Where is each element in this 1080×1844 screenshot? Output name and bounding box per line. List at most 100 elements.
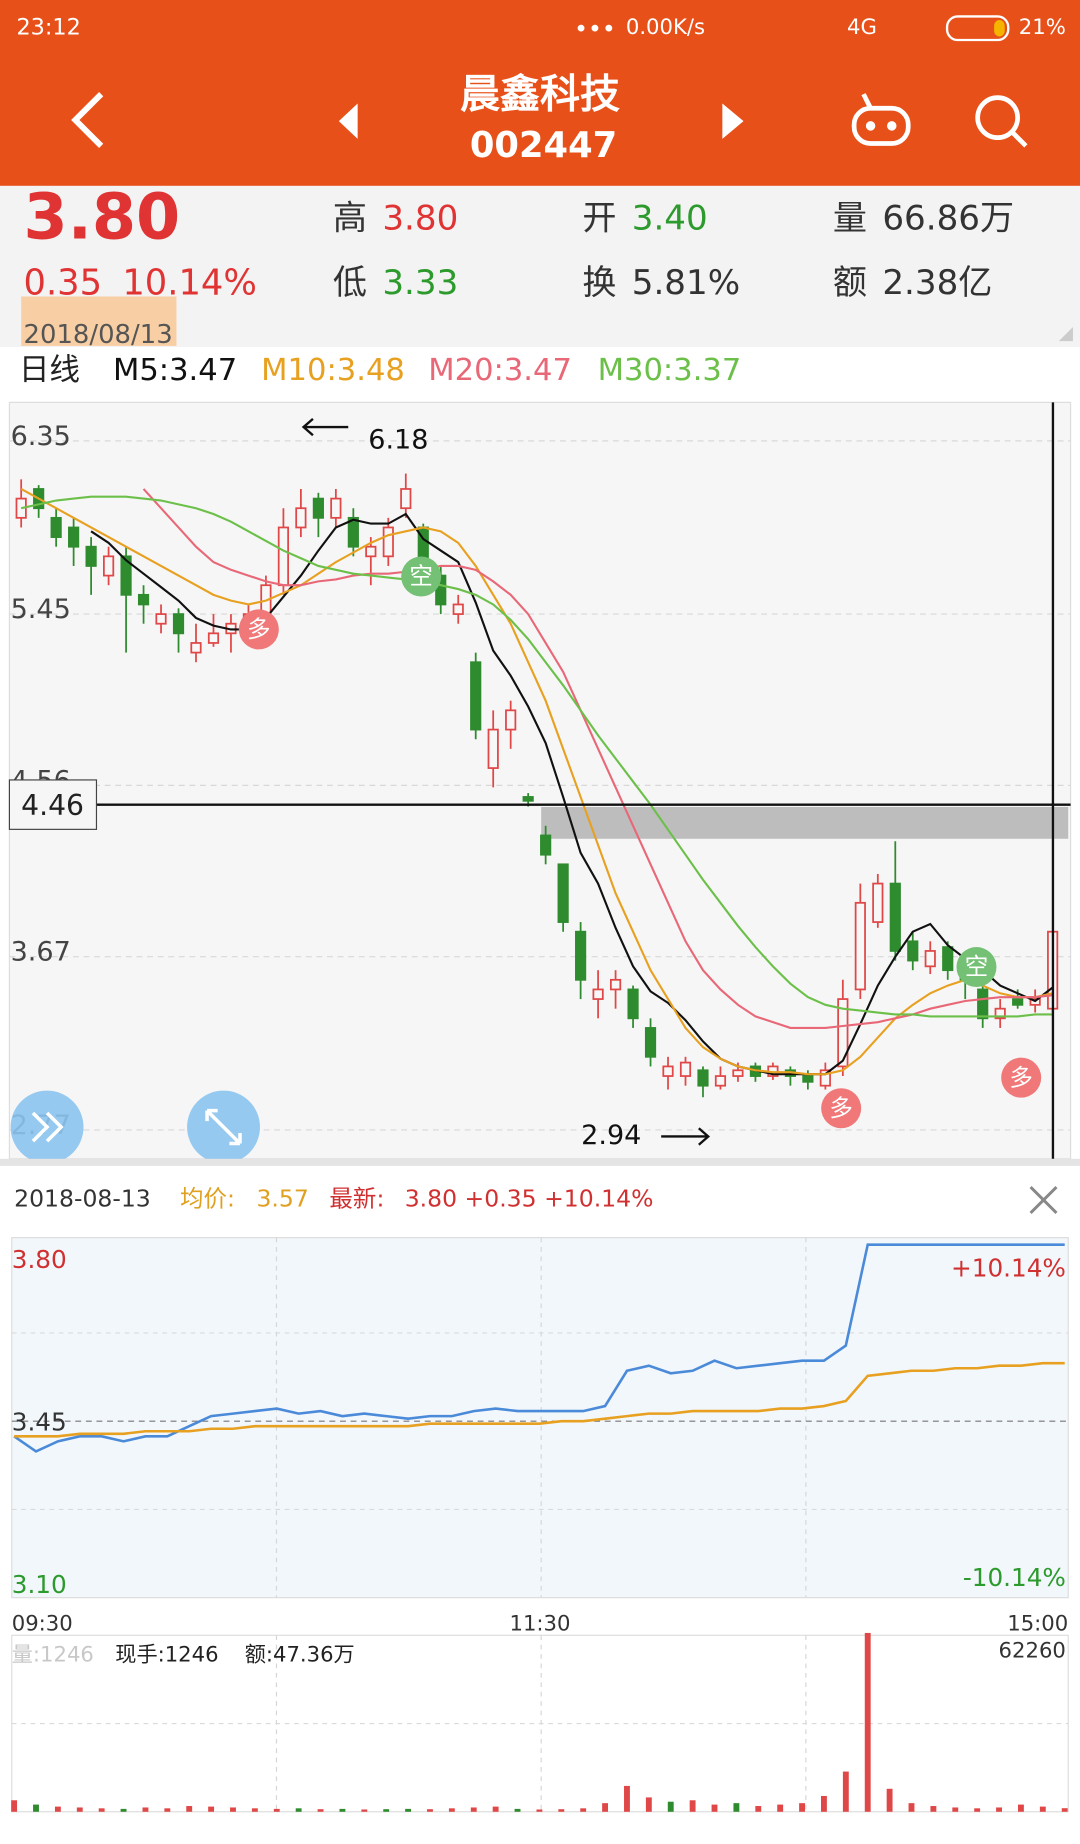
signal-badge bbox=[956, 947, 997, 988]
close-button[interactable] bbox=[1029, 1186, 1058, 1214]
candle-body bbox=[522, 796, 534, 802]
volume-bar bbox=[930, 1806, 937, 1812]
stat-value: 3.33 bbox=[382, 263, 458, 303]
low-arrow bbox=[661, 1127, 711, 1146]
volume-bar bbox=[208, 1806, 215, 1812]
header-bg bbox=[0, 0, 1080, 186]
volume-bar bbox=[842, 1771, 849, 1812]
time-label: 09:30 bbox=[12, 1611, 73, 1636]
volume-bar bbox=[339, 1808, 346, 1812]
ma-label: M5:3.47 bbox=[113, 353, 237, 388]
pct-label-down: -10.14% bbox=[963, 1563, 1066, 1592]
signal-badge bbox=[401, 556, 442, 597]
ma-line bbox=[142, 488, 1053, 1029]
candle-body bbox=[277, 526, 289, 587]
candle-body bbox=[347, 516, 359, 548]
ma-label: M30:3.37 bbox=[598, 353, 742, 388]
fullscreen-icon bbox=[205, 1108, 242, 1146]
candle-body bbox=[172, 613, 185, 635]
volume-bar bbox=[821, 1795, 827, 1812]
y-tick-label: 3.45 bbox=[12, 1408, 67, 1437]
stat-label: 换 bbox=[582, 263, 616, 303]
prev-stock[interactable] bbox=[338, 103, 358, 139]
last-label: 最新: bbox=[329, 1184, 384, 1212]
candle-body bbox=[942, 946, 954, 972]
volume-bar bbox=[536, 1809, 543, 1812]
candle-body bbox=[137, 593, 150, 606]
candle-body bbox=[365, 545, 377, 558]
volume-bar bbox=[142, 1807, 149, 1812]
volume-bar bbox=[514, 1808, 521, 1812]
back-button[interactable] bbox=[71, 92, 104, 148]
quote-date: 2018/08/13 bbox=[24, 320, 173, 350]
volume-bar bbox=[864, 1632, 871, 1812]
candle-body bbox=[120, 555, 132, 596]
candle-body bbox=[540, 834, 552, 856]
volume-bar bbox=[667, 1801, 674, 1812]
time-label: 11:30 bbox=[510, 1611, 571, 1636]
volume-bar bbox=[405, 1808, 412, 1812]
signal-badge bbox=[238, 609, 279, 650]
volume-bar bbox=[996, 1807, 1002, 1812]
volume-bar bbox=[886, 1788, 893, 1812]
kline-panel bbox=[8, 401, 1072, 1160]
quote-panel bbox=[0, 185, 1080, 348]
candle-body bbox=[889, 882, 901, 952]
stat-value: 2.38亿 bbox=[882, 263, 992, 303]
volume-bar bbox=[295, 1808, 302, 1812]
date-box bbox=[21, 296, 177, 346]
high-label: 6.18 bbox=[368, 425, 428, 456]
candle-body bbox=[382, 526, 394, 558]
candle-body bbox=[575, 930, 587, 981]
candle-body bbox=[207, 632, 220, 644]
volume-bar bbox=[470, 1807, 477, 1812]
stock-name: 晨鑫科技 bbox=[460, 71, 620, 117]
search-icon[interactable] bbox=[975, 95, 1028, 148]
y-tick-label: 6.35 bbox=[11, 421, 71, 452]
candle-body bbox=[312, 497, 324, 519]
candle-body bbox=[487, 728, 499, 769]
high-arrow bbox=[301, 417, 349, 437]
robot-icon[interactable] bbox=[851, 93, 911, 146]
volume-bar bbox=[120, 1808, 127, 1812]
signal-label: 空 bbox=[409, 562, 433, 590]
last-price: 3.80 bbox=[24, 180, 181, 254]
volume-bar bbox=[186, 1806, 193, 1812]
candle-body bbox=[470, 661, 482, 731]
expand-icon bbox=[31, 1111, 64, 1143]
volume-bar bbox=[711, 1804, 718, 1812]
crosshair-box bbox=[8, 779, 98, 830]
stat-label: 开 bbox=[582, 198, 616, 238]
y-tick-label: 3.10 bbox=[12, 1570, 67, 1599]
separator bbox=[0, 1158, 1080, 1166]
candle-body bbox=[1012, 998, 1024, 1006]
pct-label-up: +10.14% bbox=[951, 1253, 1066, 1282]
stat-value: 3.80 bbox=[382, 198, 458, 238]
candle-body bbox=[837, 998, 849, 1068]
volume-bar bbox=[777, 1804, 784, 1812]
y-tick-label: 5.45 bbox=[11, 594, 71, 625]
volume-bar bbox=[11, 1800, 18, 1812]
period-label: 日线 bbox=[19, 353, 80, 388]
next-stock[interactable] bbox=[722, 103, 744, 139]
candle-body bbox=[697, 1069, 709, 1087]
crosshair-label: 4.46 bbox=[21, 789, 84, 822]
time-label: 15:00 bbox=[1007, 1611, 1068, 1636]
candle-body bbox=[85, 545, 97, 567]
candle-body bbox=[557, 863, 569, 923]
stat-label: 低 bbox=[333, 263, 367, 303]
candle-body bbox=[819, 1069, 831, 1087]
candle-body bbox=[295, 507, 307, 529]
volume-bar bbox=[76, 1807, 83, 1812]
candle-body bbox=[732, 1069, 744, 1077]
candle-body bbox=[505, 709, 517, 731]
volume-bar bbox=[689, 1800, 696, 1812]
volume-bar bbox=[54, 1806, 61, 1812]
status-signal: 4G bbox=[847, 14, 877, 39]
price-line bbox=[13, 1243, 1065, 1453]
volume-max: 62260 bbox=[999, 1638, 1066, 1663]
volume-bar bbox=[624, 1785, 630, 1812]
candle-body bbox=[68, 526, 80, 548]
stat-label: 额 bbox=[833, 263, 867, 303]
candle-body bbox=[907, 940, 919, 962]
